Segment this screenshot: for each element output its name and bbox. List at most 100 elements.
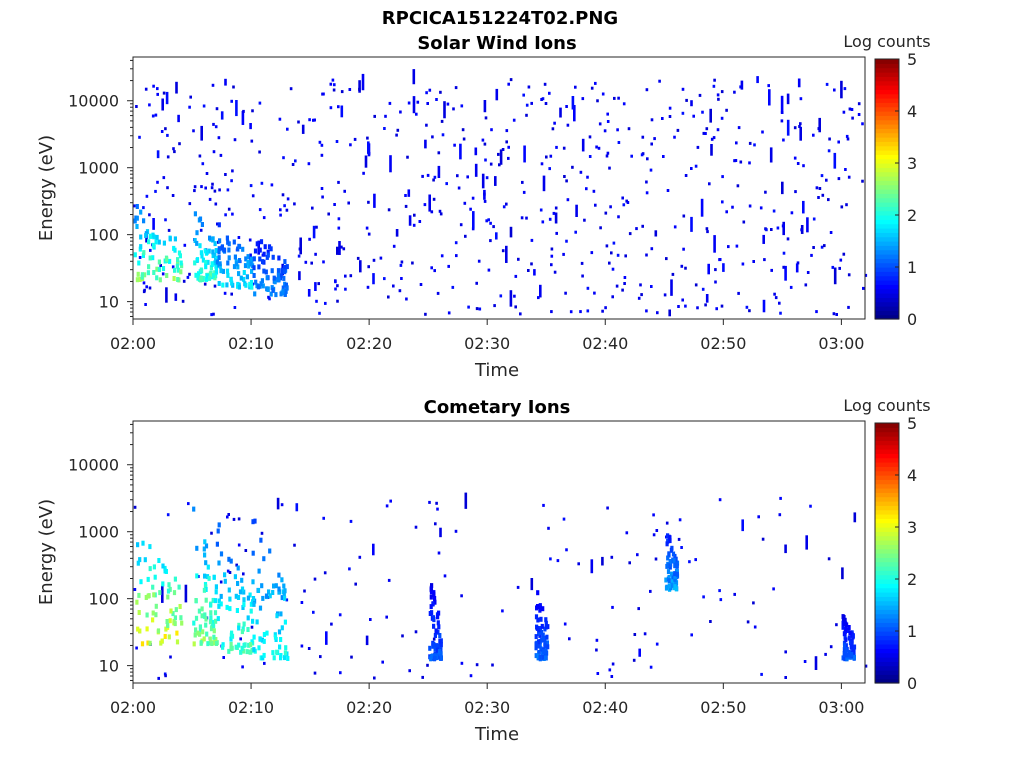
- heatmap-cell: [544, 624, 548, 630]
- heatmap-cell: [742, 220, 746, 224]
- heatmap-cell: [438, 638, 442, 644]
- heatmap-cell: [795, 263, 799, 273]
- heatmap-cell: [769, 147, 773, 163]
- colorbar-segment: [875, 561, 899, 567]
- heatmap-cell: [384, 114, 387, 118]
- heatmap-cell: [214, 266, 218, 271]
- heatmap-cell: [778, 513, 782, 517]
- heatmap-cell: [622, 203, 626, 207]
- heatmap-cell: [447, 264, 450, 268]
- heatmap-cell: [200, 125, 203, 141]
- heatmap-cell: [138, 135, 141, 139]
- colorbar-frame: [874, 58, 900, 320]
- heatmap-cell: [432, 637, 436, 641]
- heatmap-cell: [361, 73, 365, 91]
- heatmap-cell: [133, 252, 137, 258]
- heatmap-cell: [160, 130, 164, 133]
- heatmap-cell: [815, 186, 819, 190]
- heatmap-cell: [460, 661, 464, 665]
- heatmap-cell: [673, 225, 677, 229]
- heatmap-cell: [168, 258, 172, 264]
- heatmap-cell: [615, 284, 619, 288]
- heatmap-cell: [279, 291, 283, 297]
- heatmap-cell: [260, 531, 264, 535]
- heatmap-cell: [537, 639, 541, 645]
- heatmap-cell: [668, 535, 672, 541]
- heatmap-cell: [419, 283, 423, 286]
- heatmap-cell: [329, 106, 333, 110]
- heatmap-cell: [674, 556, 678, 562]
- heatmap-cell: [148, 255, 152, 261]
- heatmap-cell: [665, 257, 668, 261]
- heatmap-cell: [259, 281, 263, 287]
- heatmap-cell: [258, 605, 263, 611]
- heatmap-cell: [256, 588, 261, 593]
- heatmap-cell: [227, 556, 231, 562]
- heatmap-cell: [206, 259, 210, 265]
- heatmap-cell: [842, 640, 847, 646]
- heatmap-cell: [164, 218, 167, 222]
- heatmap-cell: [424, 139, 427, 149]
- heatmap-cell: [243, 642, 247, 648]
- heatmap-cell: [202, 587, 206, 593]
- heatmap-cell: [733, 159, 736, 163]
- heatmap-cell: [139, 234, 143, 240]
- heatmap-cell: [148, 103, 151, 107]
- heatmap-cell: [554, 212, 558, 224]
- heatmap-cell: [454, 241, 458, 245]
- heatmap-cell: [200, 222, 204, 227]
- heatmap-cell: [650, 118, 654, 122]
- x-axis-label: Time: [474, 724, 519, 745]
- heatmap-cell: [205, 249, 209, 255]
- heatmap-cell: [588, 155, 592, 158]
- heatmap-cell: [252, 634, 256, 640]
- heatmap-cell: [784, 650, 787, 654]
- heatmap-cell: [748, 141, 752, 145]
- heatmap-cell: [279, 637, 283, 642]
- heatmap-cell: [707, 263, 710, 275]
- heatmap-cell: [489, 239, 492, 243]
- heatmap-cell: [295, 503, 299, 512]
- heatmap-cell: [739, 160, 743, 164]
- heatmap-cell: [550, 254, 554, 258]
- heatmap-cell: [277, 629, 282, 635]
- heatmap-cell: [675, 571, 679, 577]
- heatmap-cell: [590, 86, 594, 90]
- heatmap-cell: [262, 216, 266, 220]
- heatmap-cell: [575, 204, 578, 217]
- heatmap-cell: [193, 185, 197, 189]
- heatmap-cell: [286, 127, 289, 131]
- heatmap-cell: [206, 564, 210, 570]
- heatmap-cell: [348, 567, 351, 571]
- heatmap-cell: [173, 615, 177, 621]
- heatmap-cell: [253, 248, 258, 254]
- heatmap-cell: [454, 86, 458, 90]
- heatmap-cell: [428, 194, 431, 212]
- heatmap-cell: [605, 154, 609, 158]
- heatmap-cell: [552, 211, 556, 215]
- colorbar-frame: [874, 422, 900, 684]
- heatmap-cell: [261, 259, 265, 265]
- colorbar-segment: [875, 301, 899, 307]
- heatmap-cell: [847, 625, 851, 630]
- heatmap-cell: [241, 605, 245, 610]
- heatmap-cell: [438, 649, 442, 654]
- heatmap-cell: [541, 632, 545, 638]
- heatmap-cell: [796, 261, 800, 265]
- heatmap-cell: [166, 133, 169, 137]
- heatmap-cell: [262, 251, 266, 257]
- heatmap-cell: [336, 246, 339, 255]
- colorbar-segment: [875, 219, 899, 225]
- heatmap-cell: [805, 535, 808, 550]
- x-tick-label: 02:40: [582, 698, 628, 717]
- heatmap-cell: [217, 281, 221, 286]
- heatmap-cell: [245, 649, 249, 655]
- heatmap-cell: [581, 97, 585, 101]
- heatmap-cell: [733, 90, 736, 94]
- heatmap-cell: [429, 585, 433, 591]
- heatmap-cell: [253, 291, 257, 297]
- heatmap-cell: [845, 656, 849, 662]
- heatmap-cell: [718, 589, 721, 593]
- heatmap-cell: [136, 626, 140, 632]
